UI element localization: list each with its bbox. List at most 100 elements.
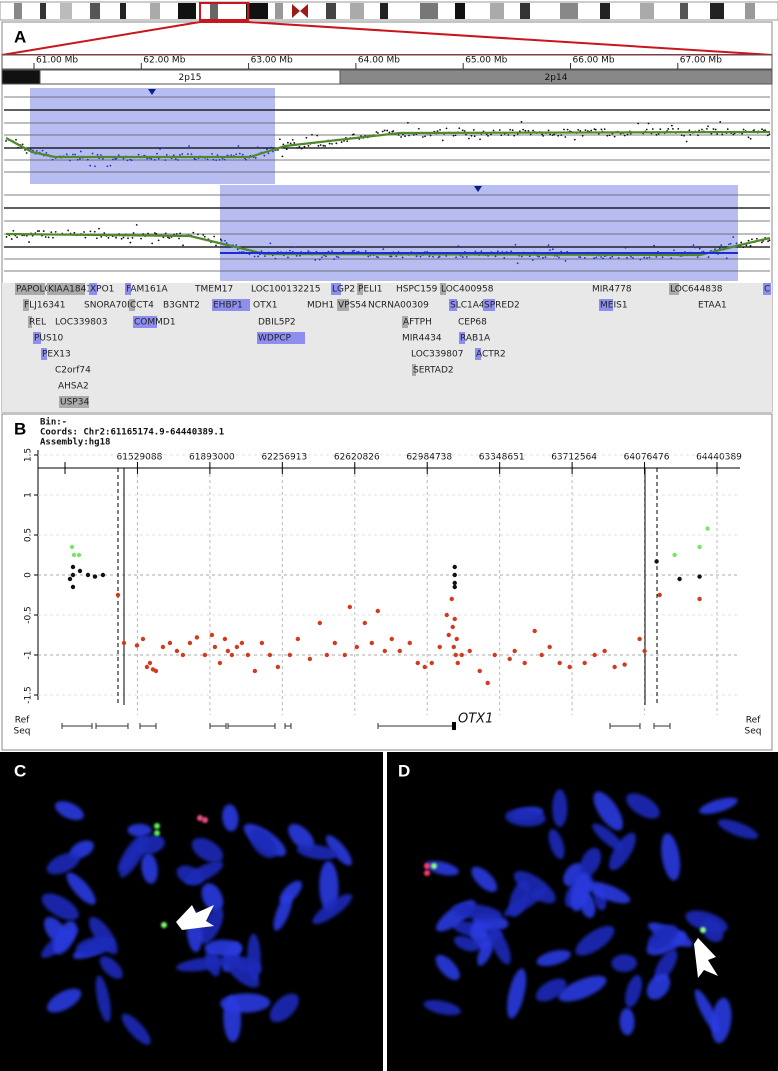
- probe: [227, 246, 230, 249]
- point: [446, 632, 451, 638]
- probe: [203, 235, 206, 238]
- probe: [494, 255, 497, 258]
- point: [134, 643, 140, 648]
- probe: [305, 136, 308, 139]
- probe: [424, 135, 426, 138]
- probe: [419, 255, 422, 258]
- probe: [281, 155, 284, 158]
- gene-label: COMMD1: [134, 318, 176, 328]
- probe: [54, 230, 57, 233]
- probe: [632, 257, 634, 259]
- probe: [324, 145, 326, 147]
- chromosome: [593, 791, 623, 831]
- probe: [101, 157, 104, 160]
- chromosome: [99, 956, 123, 979]
- chromosome: [288, 823, 315, 851]
- cytoband-label: 2p15: [179, 73, 202, 83]
- probe: [389, 255, 391, 258]
- gene-label: PELI1: [358, 285, 383, 295]
- probe: [487, 134, 489, 137]
- point: [369, 640, 374, 646]
- probe: [600, 128, 603, 131]
- probe: [742, 128, 745, 131]
- probe: [767, 240, 769, 243]
- probe: [429, 134, 432, 137]
- gene-label: OTX1: [253, 301, 277, 311]
- probe: [112, 158, 114, 161]
- probe: [153, 232, 156, 234]
- probe: [417, 127, 420, 130]
- probe: [45, 151, 48, 154]
- point: [382, 648, 387, 654]
- probe: [127, 237, 129, 240]
- probe: [91, 152, 94, 155]
- chromosome: [88, 916, 118, 955]
- probe: [428, 255, 431, 258]
- probe: [316, 134, 319, 137]
- probe: [764, 129, 767, 132]
- probe: [103, 232, 106, 234]
- chromosome: [46, 988, 82, 1013]
- chromosome: [625, 974, 642, 1008]
- probe: [285, 148, 288, 151]
- point: [422, 664, 427, 670]
- band: [90, 3, 100, 19]
- gene-box: [212, 299, 250, 311]
- x-tick-label: 64440389: [696, 453, 742, 463]
- probe: [732, 133, 735, 136]
- probe: [672, 128, 674, 130]
- gene-box: [412, 364, 416, 376]
- fish-signal: [431, 863, 437, 869]
- probe: [694, 246, 697, 249]
- chromosome: [535, 978, 567, 1002]
- probe: [226, 154, 229, 157]
- probe: [500, 134, 503, 137]
- point: [450, 624, 455, 630]
- probe: [353, 249, 355, 252]
- probe: [340, 141, 343, 143]
- probe: [172, 154, 175, 157]
- panel-b-frame: [1, 413, 773, 751]
- gene-label: LOC644838: [670, 285, 723, 295]
- probe: [667, 128, 670, 130]
- probe: [474, 250, 477, 253]
- probe: [661, 256, 664, 259]
- probe: [560, 134, 563, 137]
- probe: [637, 122, 640, 125]
- probe: [151, 242, 154, 245]
- micrographs: [41, 789, 759, 1045]
- arrow: [694, 938, 718, 978]
- point: [485, 680, 490, 686]
- gene-box: [23, 299, 29, 311]
- point: [153, 668, 159, 674]
- probe: [150, 158, 153, 160]
- point: [167, 640, 173, 646]
- point: [454, 636, 459, 642]
- probe: [318, 258, 321, 261]
- probe: [461, 256, 464, 258]
- gene-label: MDH1: [307, 301, 334, 311]
- probe: [670, 124, 673, 127]
- gene-label: MIR4434: [402, 334, 442, 344]
- chromosome: [654, 949, 678, 982]
- probe: [137, 153, 140, 156]
- probe: [547, 244, 550, 247]
- probe: [337, 256, 340, 259]
- probe: [351, 250, 354, 253]
- point: [697, 544, 702, 550]
- chromosome: [699, 797, 738, 815]
- probe: [197, 233, 199, 236]
- gene-box: [763, 283, 771, 295]
- point: [209, 632, 215, 638]
- x-tick-label: 63712564: [551, 453, 597, 463]
- gene-label: AHSA2: [58, 382, 89, 392]
- probe: [436, 130, 439, 133]
- probe: [479, 138, 481, 141]
- probe: [100, 235, 103, 238]
- chromosome: [580, 847, 602, 877]
- probe: [298, 146, 301, 148]
- probe: [311, 133, 313, 136]
- point: [612, 664, 617, 670]
- probe: [716, 133, 719, 135]
- probe: [35, 150, 38, 152]
